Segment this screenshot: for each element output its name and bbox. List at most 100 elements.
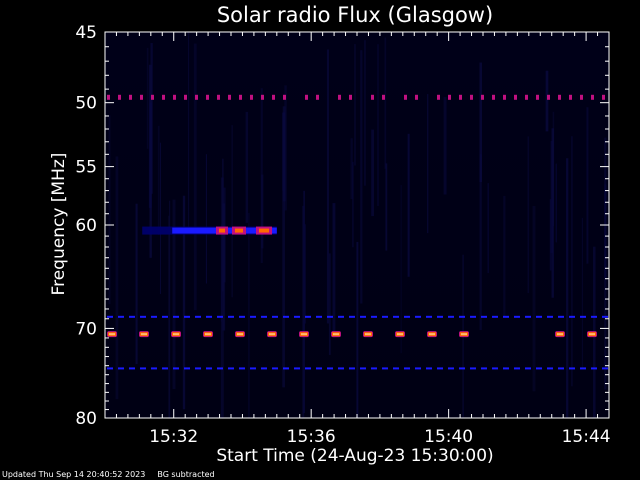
band-segment (514, 94, 517, 100)
noise-streak (407, 133, 410, 277)
band-segment-core (269, 333, 275, 336)
band-segment (503, 94, 506, 100)
band-segment (239, 315, 245, 318)
band-segment (305, 94, 308, 100)
band-segment (151, 94, 154, 100)
noise-streak (245, 111, 249, 223)
band-segment (404, 315, 410, 318)
band-segment (547, 367, 553, 370)
noise-streak (115, 156, 119, 400)
band-segment (250, 367, 256, 370)
noise-streak (385, 163, 388, 251)
noise-streak (371, 129, 374, 217)
noise-streak (205, 154, 207, 284)
noise-streak (282, 112, 285, 388)
band-segment (272, 94, 275, 100)
burst-hot (235, 228, 243, 233)
band-segment (536, 315, 542, 318)
noise-streak (479, 154, 482, 331)
y-tick-label: 80 (75, 409, 97, 429)
band-segment (492, 94, 495, 100)
band-segment (327, 367, 333, 370)
band-segment (393, 315, 399, 318)
band-segment (393, 367, 399, 370)
band-segment (404, 367, 410, 370)
band-segment (305, 367, 311, 370)
band-segment (107, 94, 110, 100)
band-segment (360, 367, 366, 370)
x-axis: 15:32 15:36 15:40 15:44 (115, 32, 611, 447)
noise-streak (353, 44, 356, 166)
band-segment (492, 367, 498, 370)
footer: Updated Thu Sep 14 20:40:52 2023 BG subtr… (2, 470, 227, 480)
band-segment (470, 367, 476, 370)
band-segment (316, 94, 319, 100)
band-segment (481, 315, 487, 318)
band-segment (591, 94, 594, 100)
band-segment (536, 94, 539, 100)
plot-area (104, 31, 610, 419)
band-segment-core (205, 333, 211, 336)
band-segment (547, 315, 553, 318)
band-segment (558, 315, 564, 318)
noise-streak (169, 200, 171, 418)
noise-streak (581, 217, 583, 369)
band-segment (294, 315, 300, 318)
noise-streak (400, 185, 402, 354)
band-segment (382, 94, 385, 100)
band-segment (492, 315, 498, 318)
noise-streak (231, 125, 233, 298)
noise-streak (172, 199, 176, 390)
band-segment (415, 315, 421, 318)
burst-hot (219, 228, 225, 233)
y-tick-label: 60 (75, 216, 97, 236)
noise-streak (503, 195, 506, 317)
band-segment (558, 367, 564, 370)
y-tick-label: 70 (75, 319, 97, 339)
noise-streak (360, 50, 363, 304)
noise-streak (443, 97, 447, 195)
noise-streak (187, 32, 190, 230)
noise-streak (304, 224, 306, 324)
x-tick-label: 15:36 (287, 427, 336, 447)
band-segment (239, 367, 245, 370)
noise-streak (260, 88, 263, 264)
band-segment (316, 315, 322, 318)
noise-streak (220, 177, 224, 418)
band-segment (470, 315, 476, 318)
band-segment (250, 94, 253, 100)
y-tick-label: 50 (75, 94, 97, 114)
band-segment (327, 315, 333, 318)
band-segment (129, 94, 132, 100)
update-timestamp: Updated Thu Sep 14 20:40:52 2023 (2, 470, 146, 479)
noise-streak (487, 183, 489, 274)
band-segment (382, 367, 388, 370)
noise-streak (356, 241, 359, 418)
noise-streak (364, 40, 366, 186)
band-segment (349, 315, 355, 318)
band-segment (448, 94, 451, 100)
band-segment (580, 94, 583, 100)
band-segment (437, 315, 443, 318)
band-segment (118, 367, 124, 370)
noise-streak (604, 137, 607, 390)
band-segment (459, 367, 465, 370)
noise-streak (566, 158, 569, 418)
band-segment-core (301, 333, 307, 336)
band-segment (481, 94, 484, 100)
band-segment (107, 315, 113, 318)
noise-streak (479, 62, 483, 183)
band-segment (591, 315, 597, 318)
bg-subtracted-note: BG subtracted (157, 470, 215, 479)
noise-streak (377, 44, 379, 206)
band-segment (536, 367, 542, 370)
band-segment (162, 367, 168, 370)
band-segment-core (397, 333, 403, 336)
noise-streak (108, 115, 111, 305)
band-segment (558, 94, 561, 100)
band-segment (459, 315, 465, 318)
band-segment (514, 367, 520, 370)
band-segment-core (109, 333, 115, 336)
band-segment-core (333, 333, 339, 336)
